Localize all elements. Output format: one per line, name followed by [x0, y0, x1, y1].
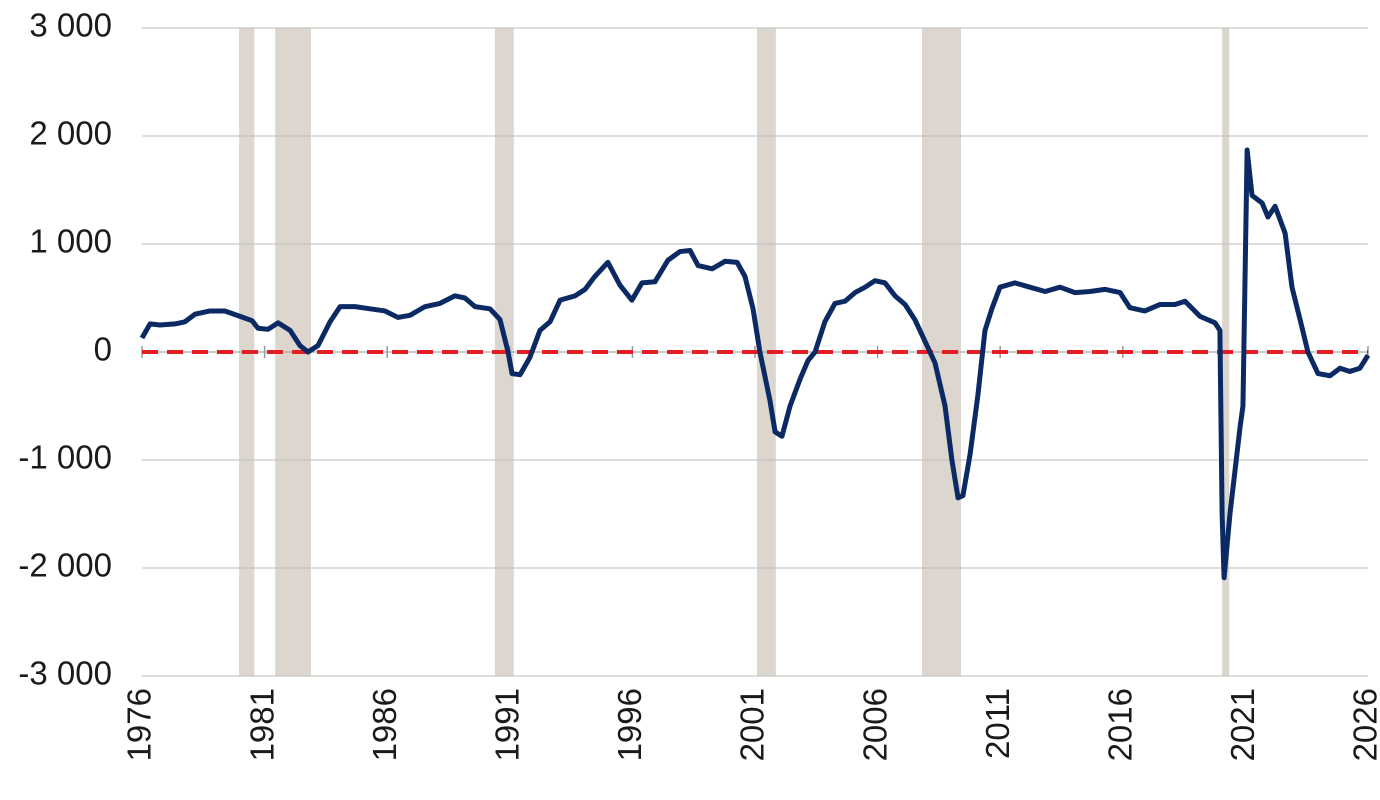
- series-line: [139, 147, 1371, 581]
- y-tick-label: -3 000: [18, 655, 112, 692]
- x-tick-label: 2026: [1347, 688, 1380, 761]
- y-tick-label: -2 000: [18, 547, 112, 584]
- x-tick-label: 1996: [611, 688, 648, 761]
- y-tick-label: 3 000: [29, 7, 112, 44]
- x-tick-label: 2006: [856, 688, 893, 761]
- y-tick-label: 2 000: [29, 115, 112, 152]
- y-tick-label: -1 000: [18, 439, 112, 476]
- x-tick-label: 1991: [489, 688, 526, 761]
- x-tick-label: 2001: [734, 688, 771, 761]
- x-tick-label: 1976: [121, 688, 158, 761]
- x-tick-label: 1986: [366, 688, 403, 761]
- y-tick-label: 0: [94, 331, 112, 368]
- x-tick-label: 2021: [1224, 688, 1261, 761]
- x-tick-label: 2016: [1102, 688, 1139, 761]
- x-tick-label: 2011: [979, 688, 1016, 759]
- x-tick-label: 1981: [243, 688, 280, 761]
- y-tick-label: 1 000: [29, 223, 112, 260]
